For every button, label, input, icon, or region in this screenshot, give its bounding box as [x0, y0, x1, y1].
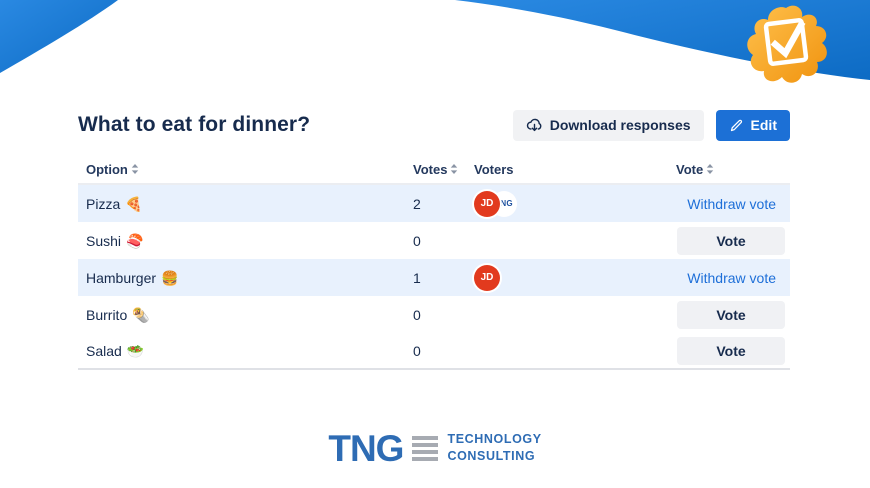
- votes-count: 0: [413, 232, 421, 249]
- voter-avatars: JD: [474, 264, 676, 291]
- column-header-votes[interactable]: Votes: [413, 162, 474, 177]
- votes-count: 2: [413, 195, 421, 212]
- table-row-hamburger: Hamburger 🍔 1 JD Withdraw vote: [78, 259, 790, 296]
- avatar-jd: JD: [474, 264, 500, 291]
- table-header-row: Option Votes Voters Vote: [78, 155, 790, 185]
- tng-logo-bars-icon: [412, 436, 439, 461]
- edit-button[interactable]: Edit: [715, 109, 790, 141]
- option-label: Hamburger: [86, 269, 157, 286]
- option-label: Burrito: [86, 306, 128, 323]
- table-row-pizza: Pizza 🍕 2 JD TNG Withdraw vote: [78, 185, 790, 222]
- header-wave-decoration: [0, 0, 870, 80]
- column-header-vote[interactable]: Vote: [676, 162, 790, 177]
- poll-table: Option Votes Voters Vote: [78, 155, 790, 370]
- option-label: Sushi: [86, 232, 122, 249]
- column-header-voters: Voters: [474, 161, 514, 177]
- tng-company-logo: TNG TECHNOLOGY CONSULTING: [0, 430, 870, 467]
- sort-icon: [450, 163, 458, 175]
- cloud-download-icon: [526, 117, 543, 134]
- sort-icon: [706, 163, 714, 175]
- voter-avatars: JD TNG: [474, 190, 676, 217]
- pencil-icon: [729, 118, 744, 133]
- tng-logo-line1: TECHNOLOGY: [447, 432, 542, 447]
- page-title: What to eat for dinner?: [78, 113, 311, 136]
- tng-logo-line2: CONSULTING: [447, 449, 536, 463]
- table-row-salad: Salad 🥗 0 Vote: [78, 333, 790, 370]
- pizza-emoji-icon: 🍕: [125, 195, 143, 212]
- vote-button[interactable]: Vote: [677, 336, 785, 365]
- sort-icon: [131, 163, 139, 175]
- vote-button[interactable]: Vote: [677, 226, 785, 255]
- withdraw-vote-link[interactable]: Withdraw vote: [687, 269, 776, 286]
- download-responses-button[interactable]: Download responses: [512, 109, 704, 141]
- sushi-emoji-icon: 🍣: [126, 232, 144, 249]
- app-checkbox-logo: [747, 5, 827, 83]
- salad-emoji-icon: 🥗: [126, 342, 145, 359]
- poll-panel: What to eat for dinner? Download respons…: [78, 108, 790, 370]
- hamburger-emoji-icon: 🍔: [161, 269, 179, 286]
- avatar-jd: JD: [474, 190, 500, 217]
- tng-logo-word: TNG: [328, 428, 404, 469]
- votes-count: 1: [413, 269, 421, 286]
- vote-button[interactable]: Vote: [677, 300, 785, 329]
- burrito-emoji-icon: 🌯: [132, 306, 150, 323]
- checkbox-icon: [763, 18, 809, 66]
- column-header-option[interactable]: Option: [78, 162, 413, 177]
- votes-count: 0: [413, 342, 421, 359]
- votes-count: 0: [413, 306, 421, 323]
- withdraw-vote-link[interactable]: Withdraw vote: [687, 195, 776, 212]
- option-label: Pizza: [86, 195, 121, 212]
- table-row-burrito: Burrito 🌯 0 Vote: [78, 296, 790, 333]
- table-row-sushi: Sushi 🍣 0 Vote: [78, 222, 790, 259]
- option-label: Salad: [86, 342, 122, 359]
